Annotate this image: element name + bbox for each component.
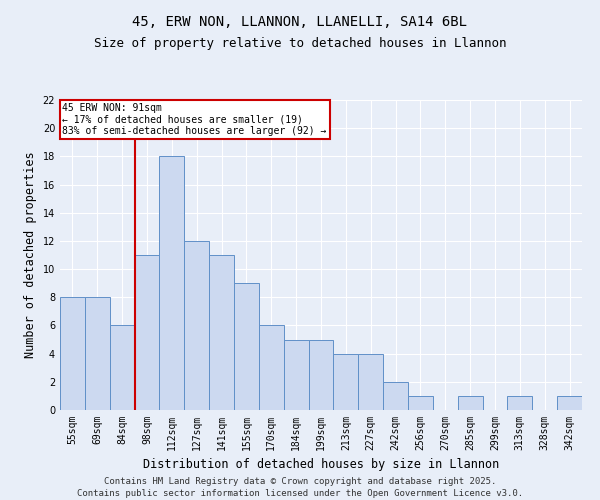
Bar xyxy=(458,396,482,410)
Bar xyxy=(209,255,234,410)
Text: Contains HM Land Registry data © Crown copyright and database right 2025.
Contai: Contains HM Land Registry data © Crown c… xyxy=(77,476,523,498)
Y-axis label: Number of detached properties: Number of detached properties xyxy=(24,152,37,358)
Bar xyxy=(134,255,160,410)
Bar xyxy=(85,298,110,410)
Bar xyxy=(259,326,284,410)
Bar xyxy=(358,354,383,410)
Bar xyxy=(308,340,334,410)
Text: 45 ERW NON: 91sqm
← 17% of detached houses are smaller (19)
83% of semi-detached: 45 ERW NON: 91sqm ← 17% of detached hous… xyxy=(62,103,327,136)
X-axis label: Distribution of detached houses by size in Llannon: Distribution of detached houses by size … xyxy=(143,458,499,471)
Bar xyxy=(334,354,358,410)
Bar xyxy=(60,298,85,410)
Text: 45, ERW NON, LLANNON, LLANELLI, SA14 6BL: 45, ERW NON, LLANNON, LLANELLI, SA14 6BL xyxy=(133,15,467,29)
Bar xyxy=(557,396,582,410)
Text: Size of property relative to detached houses in Llannon: Size of property relative to detached ho… xyxy=(94,38,506,51)
Bar xyxy=(383,382,408,410)
Bar xyxy=(234,283,259,410)
Bar xyxy=(408,396,433,410)
Bar xyxy=(184,241,209,410)
Bar xyxy=(110,326,134,410)
Bar xyxy=(284,340,308,410)
Bar xyxy=(508,396,532,410)
Bar xyxy=(160,156,184,410)
